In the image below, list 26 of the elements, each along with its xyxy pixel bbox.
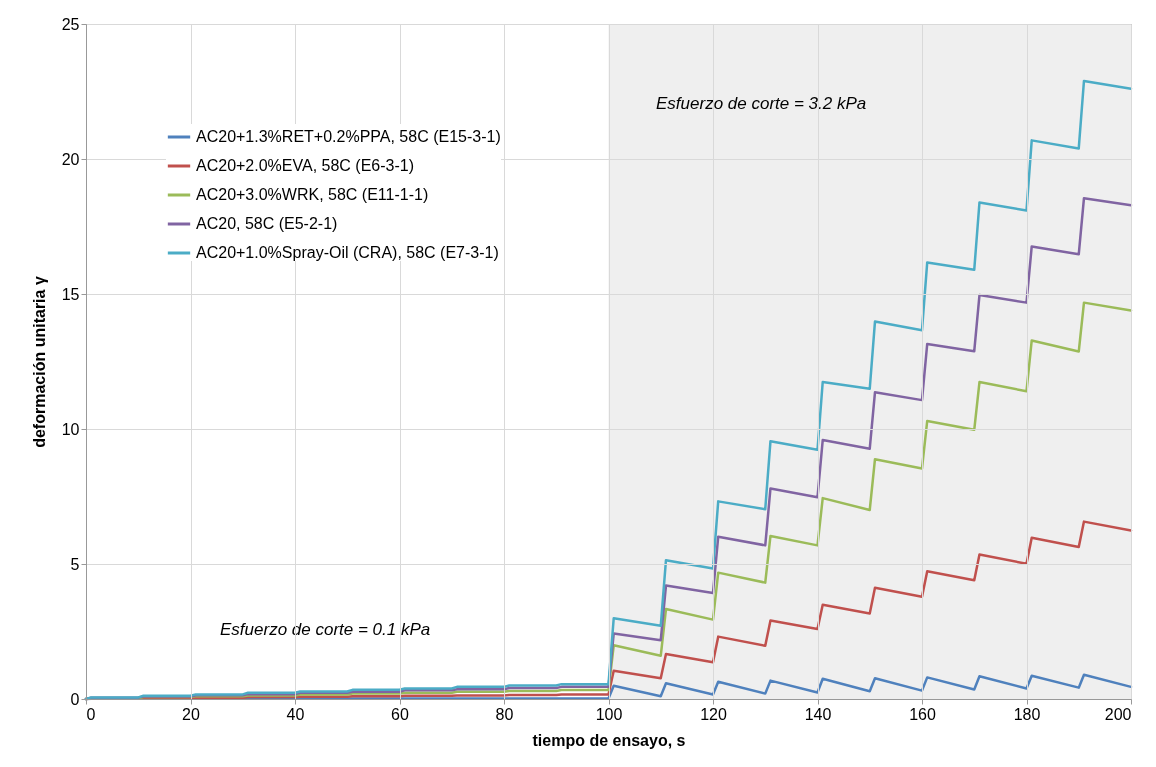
- x-axis-title: tiempo de ensayo, s: [532, 731, 686, 749]
- x-tick-label: 100: [595, 705, 623, 723]
- y-tick-label: 20: [61, 150, 80, 168]
- y-tick-label: 0: [70, 690, 80, 708]
- annotation: Esfuerzo de corte = 0.1 kPa: [220, 620, 431, 639]
- x-tick-label: 120: [700, 705, 727, 723]
- y-tick-label: 5: [70, 555, 80, 573]
- x-tick-label: 60: [391, 705, 409, 723]
- x-tick-label: 40: [286, 705, 305, 723]
- x-tick-label: 140: [804, 705, 832, 723]
- legend-label: AC20, 58C (E5-2-1): [196, 215, 338, 232]
- legend-label: AC20+1.0%Spray-Oil (CRA), 58C (E7-3-1): [196, 244, 499, 261]
- x-tick-label: 0: [86, 705, 96, 723]
- legend-label: AC20+1.3%RET+0.2%PPA, 58C (E15-3-1): [196, 128, 501, 145]
- x-tick-label: 160: [909, 705, 936, 723]
- annotation: Esfuerzo de corte = 3.2 kPa: [656, 94, 867, 113]
- y-axis-title: deformación unitaria γ: [30, 276, 48, 448]
- x-tick-label: 80: [495, 705, 514, 723]
- legend-label: AC20+3.0%WRK, 58C (E11-1-1): [196, 186, 429, 203]
- x-tick-label: 20: [182, 705, 200, 723]
- x-tick-label: 180: [1013, 705, 1041, 723]
- y-tick-label: 15: [61, 285, 80, 303]
- y-tick-label: 25: [61, 15, 80, 33]
- y-tick-label: 10: [61, 420, 80, 438]
- x-tick-label: 200: [1104, 705, 1132, 723]
- legend-label: AC20+2.0%EVA, 58C (E6-3-1): [196, 157, 415, 174]
